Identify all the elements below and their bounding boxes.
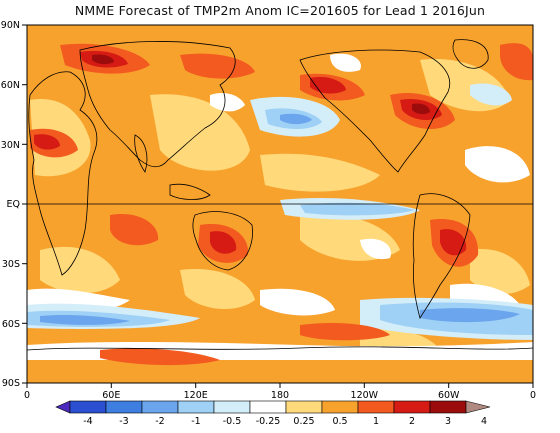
lat-tick-30n: 30N — [1, 140, 27, 151]
lat-tick-90s: 90S — [2, 378, 27, 389]
field-warm-extreme — [34, 50, 467, 256]
coast-antarctica — [27, 346, 533, 351]
colorbar-swatch — [177, 400, 215, 414]
colorbar-swatch — [249, 400, 287, 414]
lat-tick-eq: EQ — [7, 199, 27, 210]
coast-indonesia — [169, 183, 211, 200]
lat-label-30n: 30N — [1, 140, 20, 151]
colorbar-label: -3 — [119, 416, 128, 427]
map-title: NMME Forecast of TMP2m Anom IC=201605 fo… — [74, 3, 486, 18]
colorbar-arrow-right — [465, 400, 491, 414]
lon-tick-60w: 60W — [438, 383, 460, 401]
lat-label-60s: 60S — [2, 319, 20, 330]
lon-tick-120e: 120E — [184, 383, 208, 401]
colorbar-swatch — [69, 400, 107, 414]
colorbar-swatch — [213, 400, 251, 414]
lon-label-60e: 60E — [102, 390, 120, 401]
colorbar-label: 0.25 — [293, 416, 314, 427]
lat-label-eq: EQ — [7, 199, 20, 210]
colorbar-label: -2 — [155, 416, 164, 427]
lat-axis: 90N 60N 30N EQ 30S 60S 90S — [1, 20, 27, 389]
lon-label-60w: 60W — [438, 390, 460, 401]
coastlines — [27, 39, 533, 351]
colorbar-label: 4 — [481, 416, 487, 427]
coast-australia — [192, 211, 253, 271]
lon-tick-0-right: 0 — [530, 383, 536, 401]
colorbar-label: 3 — [445, 416, 451, 427]
lat-label-30s: 30S — [2, 259, 20, 270]
lon-tick-180: 180 — [271, 383, 289, 401]
lon-label-120e: 120E — [184, 390, 208, 401]
lat-tick-30s: 30S — [2, 259, 27, 270]
lon-label-0-right: 0 — [530, 390, 536, 401]
colorbar-label: 1 — [373, 416, 379, 427]
lon-label-0-left: 0 — [24, 390, 30, 401]
lon-tick-60e: 60E — [102, 383, 120, 401]
colorbar-label: -0.25 — [256, 416, 281, 427]
coast-south-america — [412, 193, 471, 319]
coast-north-america — [299, 49, 451, 173]
coast-greenland — [452, 39, 489, 69]
colorbar-swatch — [105, 400, 143, 414]
lon-tick-0-left: 0 — [24, 383, 30, 401]
coast-europe-africa — [28, 71, 98, 276]
lon-label-180: 180 — [271, 390, 289, 401]
colorbar-swatch — [285, 400, 323, 414]
lat-tick-60n: 60N — [1, 80, 27, 91]
colorbar-label: -0.5 — [223, 416, 242, 427]
colorbar-swatch — [429, 400, 467, 414]
lon-tick-120w: 120W — [351, 383, 379, 401]
colorbar: -4 -3 -2 -1 -0.5 -0.25 0.25 0.5 1 2 3 4 — [55, 400, 491, 427]
lat-label-60n: 60N — [1, 80, 20, 91]
lat-label-90n: 90N — [1, 20, 20, 31]
colorbar-label: -1 — [191, 416, 200, 427]
colorbar-swatch — [357, 400, 395, 414]
colorbar-swatch — [393, 400, 431, 414]
colorbar-label: -4 — [83, 416, 92, 427]
lat-tick-60s: 60S — [2, 319, 27, 330]
colorbar-swatch — [141, 400, 179, 414]
field-warm-max — [92, 54, 430, 115]
colorbar-label: 0.5 — [332, 416, 347, 427]
lat-tick-90n: 90N — [1, 20, 27, 31]
lon-label-120w: 120W — [351, 390, 379, 401]
coast-india — [134, 134, 148, 173]
colorbar-label: 2 — [409, 416, 415, 427]
colorbar-arrow-left — [55, 400, 71, 414]
field-cool-strong — [40, 113, 520, 325]
lon-axis: 0 60E 120E 180 120W 60W 0 — [24, 383, 536, 401]
lat-label-90s: 90S — [2, 378, 20, 389]
colorbar-swatch — [321, 400, 359, 414]
coast-asia — [79, 41, 236, 168]
